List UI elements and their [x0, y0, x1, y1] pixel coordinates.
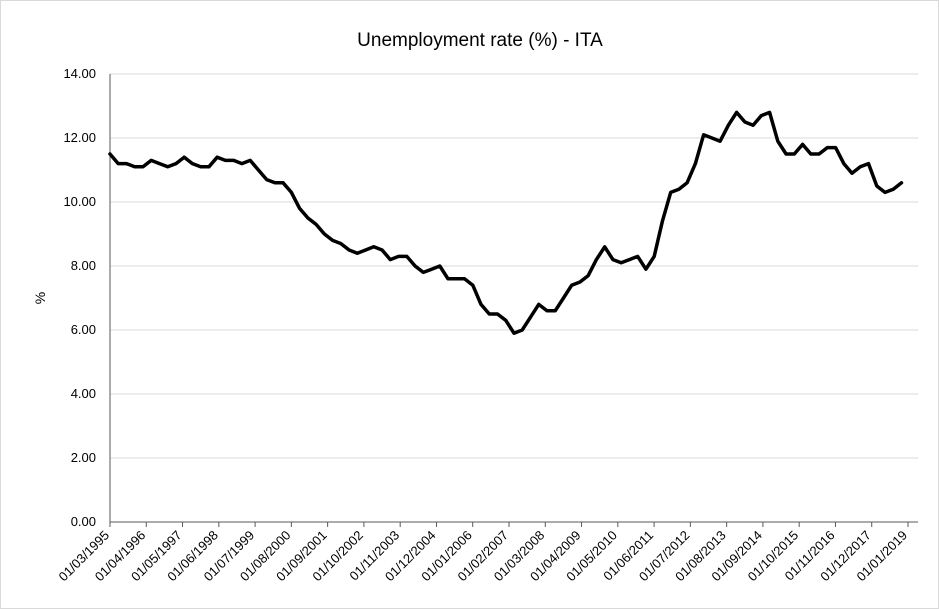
chart-title: Unemployment rate (%) - ITA	[357, 30, 603, 51]
y-tick-label: 10.00	[63, 194, 96, 209]
y-tick-label: 12.00	[63, 130, 96, 145]
unemployment-rate-line	[108, 110, 904, 335]
y-tick-label: 6.00	[71, 322, 96, 337]
y-axis-label: %	[32, 292, 48, 304]
y-tick-label: 0.00	[71, 514, 96, 529]
y-tick-label: 4.00	[71, 386, 96, 401]
y-tick-label: 8.00	[71, 258, 96, 273]
y-tick-label: 14.00	[63, 66, 96, 81]
axes	[109, 74, 918, 523]
y-tick-label: 2.00	[71, 450, 96, 465]
series-layer	[108, 110, 904, 335]
y-axis-ticks: 0.00 2.00 4.00 6.00 8.00 10.00 12.00 14.00	[63, 66, 96, 529]
